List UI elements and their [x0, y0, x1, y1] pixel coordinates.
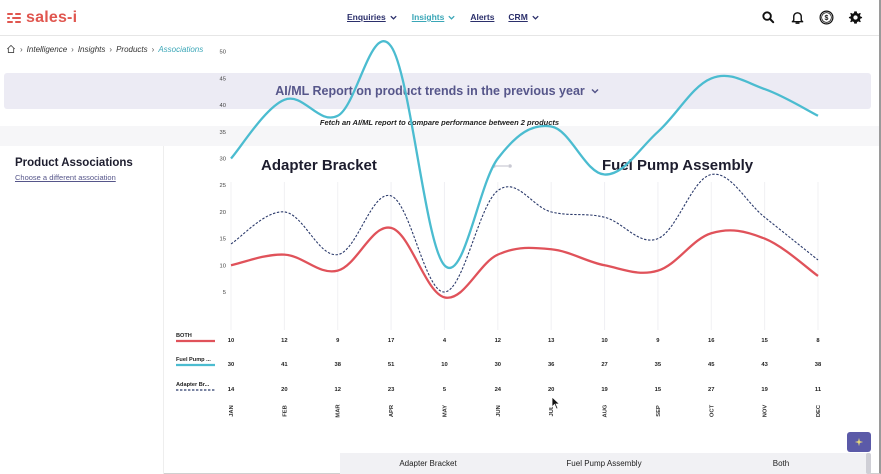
report-selector[interactable]: AI/ML Report on product trends in the pr… — [4, 73, 871, 109]
table-header-fuel-pump[interactable]: Fuel Pump Assembly — [566, 459, 642, 468]
y-tick-label: 50 — [220, 50, 226, 56]
scrollbar-thumb[interactable] — [866, 453, 871, 474]
home-icon[interactable] — [6, 44, 16, 54]
association-panel: Product Associations Choose a different … — [0, 146, 164, 474]
nav-enquiries-label: Enquiries — [347, 12, 386, 22]
ai-assistant-button[interactable] — [847, 432, 871, 452]
chevron-down-icon — [390, 15, 397, 20]
link-icon — [492, 164, 512, 168]
breadcrumb-separator: › — [151, 44, 155, 54]
nav-insights-label: Insights — [411, 12, 445, 22]
dollar-coin-icon[interactable]: $ — [819, 10, 834, 25]
nav-alerts[interactable]: Alerts — [470, 12, 494, 22]
chevron-down-icon — [448, 15, 455, 20]
breadcrumb-insights[interactable]: Insights — [77, 44, 106, 54]
brand-name: sales-i — [26, 9, 78, 26]
chevron-down-icon — [532, 15, 539, 20]
breadcrumb-associations: Associations — [158, 44, 204, 54]
search-icon[interactable] — [761, 10, 776, 25]
nav-insights[interactable]: Insights — [412, 12, 457, 22]
table-header-both[interactable]: Both — [772, 459, 790, 468]
product-b-title: Fuel Pump Assembly — [602, 157, 754, 174]
comparison-table-header: Adapter Bracket Fuel Pump Assembly Both — [340, 453, 870, 474]
chart-panel: Adapter Bracket Fuel Pump Assembly — [165, 146, 870, 474]
section-divider — [0, 126, 879, 146]
nav-crm-label: CRM — [508, 12, 528, 22]
top-navigation-bar: sales-i Enquiries Insights Alerts CRM $ — [0, 0, 879, 36]
breadcrumb-intelligence[interactable]: Intelligence — [26, 44, 68, 54]
report-title: AI/ML Report on product trends in the pr… — [275, 84, 585, 98]
chevron-down-icon — [591, 88, 599, 94]
breadcrumb-separator: › — [109, 44, 113, 54]
brand-mark-icon — [7, 11, 21, 25]
mouse-cursor-icon — [551, 396, 561, 410]
breadcrumb-products[interactable]: Products — [116, 44, 148, 54]
nav-enquiries[interactable]: Enquiries — [347, 12, 398, 22]
panel-heading: Product Associations — [15, 157, 133, 169]
change-association-link[interactable]: Choose a different association — [15, 173, 116, 182]
gear-icon[interactable] — [848, 10, 863, 25]
svg-text:$: $ — [825, 15, 829, 22]
sparkle-icon — [854, 437, 864, 447]
breadcrumb-separator: › — [20, 44, 23, 54]
bell-icon[interactable] — [790, 10, 805, 25]
top-actions: $ — [761, 10, 863, 25]
product-a-title: Adapter Bracket — [261, 157, 377, 174]
table-header-adapter[interactable]: Adapter Bracket — [399, 459, 457, 468]
breadcrumb: › Intelligence › Insights › Products › A… — [6, 44, 203, 54]
breadcrumb-separator: › — [71, 44, 74, 54]
nav-alerts-label: Alerts — [470, 12, 495, 22]
main-nav: Enquiries Insights Alerts CRM — [347, 12, 540, 22]
nav-crm[interactable]: CRM — [508, 12, 539, 22]
brand-logo[interactable]: sales-i — [7, 9, 77, 27]
